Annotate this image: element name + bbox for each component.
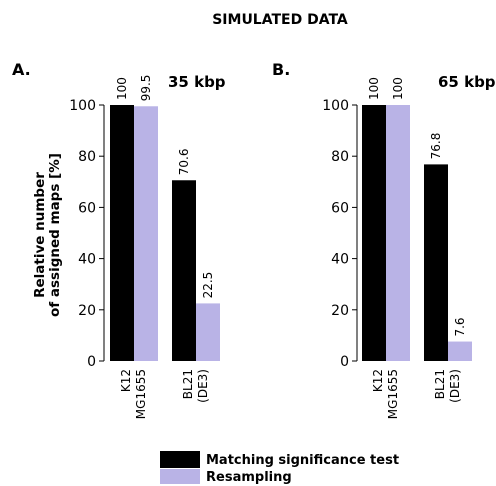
bar-matching-b-0 — [362, 105, 386, 361]
y-tick-label: 0 — [340, 354, 349, 370]
bar-matching-a-1 — [172, 180, 196, 361]
x-category-label: MG1655 — [134, 369, 148, 419]
bar-matching-a-0 — [110, 105, 134, 361]
y-tick-label: 100 — [69, 98, 96, 114]
legend-label-matching: Matching significance test — [206, 453, 399, 468]
legend-swatch-resampling — [160, 469, 200, 484]
y-tick-label: 20 — [78, 303, 96, 319]
bar-value-label: 100 — [115, 77, 129, 100]
y-tick-label: 80 — [78, 149, 96, 165]
x-category-label: (DE3) — [196, 369, 210, 403]
y-tick-label: 100 — [322, 98, 349, 114]
y-tick-label: 40 — [331, 252, 349, 268]
bar-value-label: 99.5 — [139, 75, 153, 102]
y-tick-label: 20 — [331, 303, 349, 319]
y-axis-label-line1: Relative number — [32, 172, 48, 298]
x-category-label: K12 — [119, 369, 133, 392]
y-tick-label: 80 — [331, 149, 349, 165]
y-axis-label-line2: of assigned maps [%] — [47, 153, 63, 317]
bar-resampling-b-0 — [386, 105, 410, 361]
bar-resampling-a-0 — [134, 106, 158, 361]
bar-value-label: 7.6 — [453, 317, 467, 336]
bar-value-label: 22.5 — [201, 272, 215, 299]
bar-value-label: 76.8 — [429, 133, 443, 160]
y-tick-label: 60 — [331, 200, 349, 216]
y-tick-label: 40 — [78, 252, 96, 268]
bar-value-label: 100 — [367, 77, 381, 100]
bar-resampling-a-1 — [196, 303, 220, 361]
bar-resampling-b-1 — [448, 341, 472, 361]
panel-b-chart: 0 20 40 60 80 100 100 100 K12 MG1655 76.8 7.6 BL21 (D… — [322, 77, 472, 419]
panel-a-chart: 0 20 40 60 80 100 100 99.5 K12 MG1655 70.6 22.5 BL21… — [69, 75, 220, 419]
panel-a-subtitle: 35 kbp — [168, 73, 226, 91]
legend-label-resampling: Resampling — [206, 470, 292, 485]
panel-a-label: A. — [12, 60, 31, 79]
x-category-label: BL21 — [433, 369, 447, 399]
y-tick-label: 60 — [78, 200, 96, 216]
y-tick-label: 0 — [87, 354, 96, 370]
panel-b-subtitle: 65 kbp — [438, 73, 496, 91]
legend-swatch-matching — [160, 451, 200, 468]
figure-title: SIMULATED DATA — [212, 12, 348, 28]
x-category-label: BL21 — [181, 369, 195, 399]
bar-value-label: 70.6 — [177, 149, 191, 176]
bar-value-label: 100 — [391, 77, 405, 100]
x-category-label: MG1655 — [386, 369, 400, 419]
panel-b-label: B. — [272, 60, 290, 79]
bar-matching-b-1 — [424, 164, 448, 361]
x-category-label: K12 — [371, 369, 385, 392]
x-category-label: (DE3) — [448, 369, 462, 403]
